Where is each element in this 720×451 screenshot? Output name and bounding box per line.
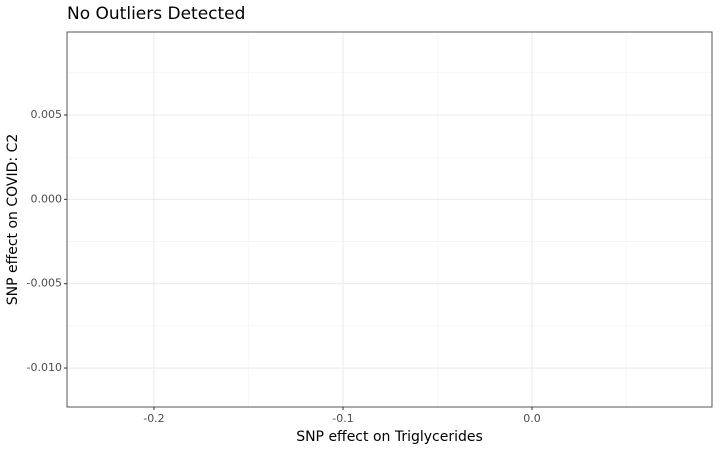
x-tick-label: -0.2 bbox=[143, 412, 164, 425]
y-tick-label: 0.005 bbox=[31, 108, 63, 121]
y-tick-label: -0.010 bbox=[27, 361, 62, 374]
x-tick-label: -0.1 bbox=[332, 412, 353, 425]
panel-border bbox=[66, 31, 713, 408]
y-tick-label: -0.005 bbox=[27, 277, 62, 290]
y-tick-label: 0.000 bbox=[31, 192, 63, 205]
x-axis-title: SNP effect on Triglycerides bbox=[296, 429, 483, 445]
y-axis-title: SNP effect on COVID: C2 bbox=[5, 134, 21, 306]
chart-title: No Outliers Detected bbox=[67, 4, 245, 24]
x-tick-label: 0.0 bbox=[523, 412, 541, 425]
grid bbox=[67, 32, 712, 407]
